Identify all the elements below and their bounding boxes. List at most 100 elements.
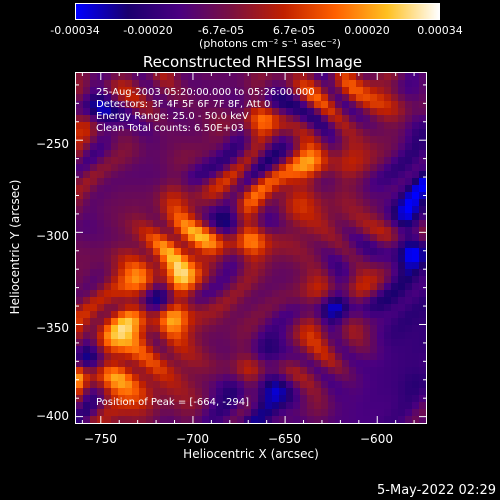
heatmap-cell (258, 402, 266, 410)
heatmap-cell (356, 185, 364, 193)
heatmap-cell (174, 80, 182, 88)
heatmap-cell (181, 325, 189, 333)
heatmap-cell (321, 150, 329, 158)
heatmap-cell (412, 367, 420, 375)
heatmap-cell (160, 374, 168, 382)
heatmap-cell (314, 220, 322, 228)
heatmap-cell (405, 381, 413, 389)
heatmap-cell (83, 318, 91, 326)
heatmap-cell (286, 227, 294, 235)
heatmap-cell (111, 108, 119, 116)
heatmap-cell (174, 402, 182, 410)
heatmap-cell (419, 255, 426, 263)
heatmap-cell (223, 255, 231, 263)
heatmap-cell (349, 388, 357, 396)
heatmap-cell (209, 339, 217, 347)
heatmap-cell (377, 395, 385, 403)
heatmap-cell (202, 276, 210, 284)
heatmap-cell (216, 87, 224, 95)
heatmap-cell (412, 213, 420, 221)
heatmap-cell (202, 353, 210, 361)
heatmap-cell (293, 164, 301, 172)
heatmap-cell (76, 346, 84, 354)
heatmap-cell (405, 353, 413, 361)
heatmap-cell (90, 262, 98, 270)
heatmap-cell (349, 297, 357, 305)
heatmap-cell (342, 122, 350, 130)
heatmap-cell (356, 164, 364, 172)
heatmap-cell (335, 241, 343, 249)
heatmap-cell (258, 94, 266, 102)
heatmap-cell (293, 192, 301, 200)
heatmap-cell (363, 80, 371, 88)
heatmap-cell (230, 150, 238, 158)
heatmap-cell (251, 164, 259, 172)
heatmap-cell (195, 374, 203, 382)
heatmap-cell (321, 255, 329, 263)
heatmap-cell (335, 94, 343, 102)
heatmap-cell (419, 206, 426, 214)
heatmap-cell (125, 185, 133, 193)
heatmap-cell (139, 276, 147, 284)
heatmap-cell (139, 367, 147, 375)
heatmap-cell (258, 311, 266, 319)
heatmap-cell (286, 199, 294, 207)
heatmap-cell (90, 80, 98, 88)
heatmap-cell (328, 80, 336, 88)
heatmap-cell (377, 332, 385, 340)
heatmap-cell (293, 318, 301, 326)
heatmap-cell (139, 388, 147, 396)
heatmap-cell (307, 360, 315, 368)
annotation-clean-counts: Clean Total counts: 6.50E+03 (96, 123, 244, 134)
heatmap-cell (321, 94, 329, 102)
heatmap-cell (328, 136, 336, 144)
heatmap-cell (76, 101, 84, 109)
heatmap-cell (76, 115, 84, 123)
heatmap-cell (181, 192, 189, 200)
heatmap-cell (160, 416, 168, 423)
heatmap-cell (202, 248, 210, 256)
heatmap-cell (230, 87, 238, 95)
heatmap-cell (195, 381, 203, 389)
heatmap-cell (83, 367, 91, 375)
heatmap-cell (265, 388, 273, 396)
heatmap-cell (300, 304, 308, 312)
heatmap-cell (181, 255, 189, 263)
heatmap-cell (419, 367, 426, 375)
heatmap-cell (230, 276, 238, 284)
heatmap-cell (314, 94, 322, 102)
heatmap-cell (202, 185, 210, 193)
heatmap-cell (202, 290, 210, 298)
heatmap-cell (307, 353, 315, 361)
heatmap-cell (90, 409, 98, 417)
heatmap-cell (97, 297, 105, 305)
heatmap-cell (139, 248, 147, 256)
heatmap-cell (202, 171, 210, 179)
heatmap-cell (90, 213, 98, 221)
heatmap-cell (272, 80, 280, 88)
heatmap-cell (139, 402, 147, 410)
heatmap-cell (97, 115, 105, 123)
heatmap-cell (167, 255, 175, 263)
heatmap-cell (328, 227, 336, 235)
heatmap-cell (195, 241, 203, 249)
heatmap-cell (97, 122, 105, 130)
heatmap-cell (125, 94, 133, 102)
heatmap-cell (195, 164, 203, 172)
heatmap-cell (265, 262, 273, 270)
heatmap-cell (118, 248, 126, 256)
heatmap-cell (132, 80, 140, 88)
heatmap-cell (244, 339, 252, 347)
heatmap-cell (90, 304, 98, 312)
heatmap-cell (160, 290, 168, 298)
heatmap-cell (307, 346, 315, 354)
heatmap-cell (335, 220, 343, 228)
heatmap-cell (398, 185, 406, 193)
heatmap-cell (244, 227, 252, 235)
heatmap-cell (111, 269, 119, 277)
heatmap-cell (195, 290, 203, 298)
heatmap-cell (209, 171, 217, 179)
heatmap-cell (76, 262, 84, 270)
heatmap-cell (146, 171, 154, 179)
heatmap-cell (97, 304, 105, 312)
